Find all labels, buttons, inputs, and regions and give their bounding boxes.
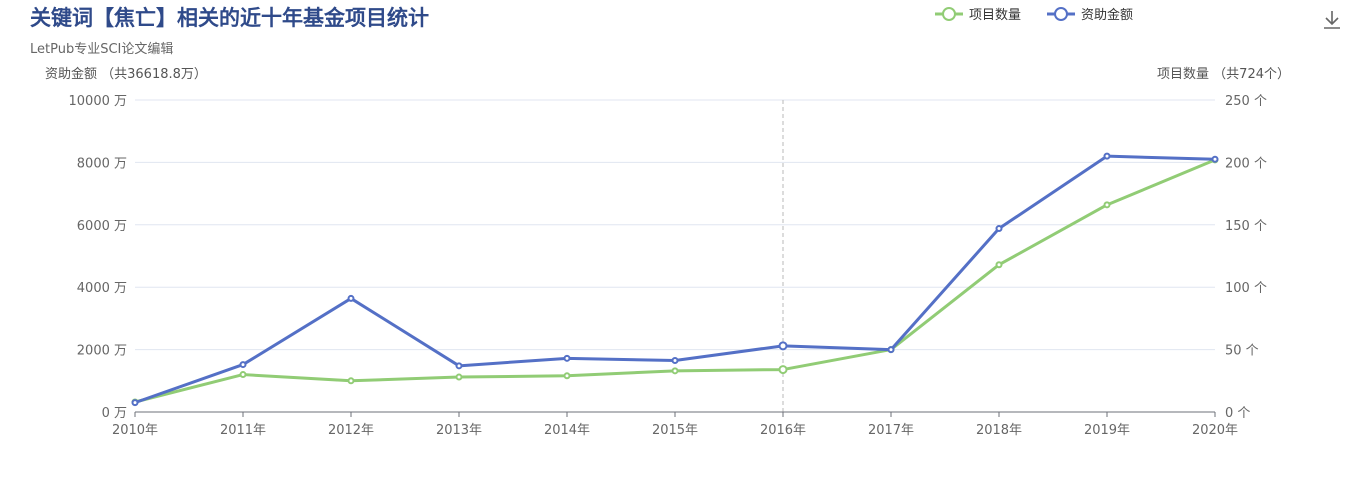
x-tick-label: 2010年 — [112, 423, 158, 438]
chart-title: 关键词【焦亡】相关的近十年基金项目统计 — [30, 6, 429, 30]
data-point — [239, 371, 247, 379]
y-left-axis-label: 资助金额 （共36618.8万） — [45, 66, 207, 82]
y-right-axis-label: 项目数量 （共724个） — [1157, 67, 1290, 82]
legend-marker — [942, 7, 956, 21]
x-tick-label: 2016年 — [760, 423, 806, 438]
x-tick-label: 2019年 — [1084, 423, 1130, 438]
y-left-tick-label: 6000 万 — [77, 219, 127, 234]
legend-item-label: 项目数量 — [969, 8, 1021, 23]
x-tick-label: 2017年 — [868, 423, 914, 438]
data-point — [347, 377, 355, 385]
y-right-tick-label: 100 个 — [1225, 281, 1267, 296]
data-point — [239, 361, 247, 369]
download-icon[interactable] — [1320, 8, 1344, 32]
y-right-tick-label: 200 个 — [1225, 156, 1267, 171]
data-point — [671, 357, 679, 365]
x-tick-label: 2013年 — [436, 423, 482, 438]
x-tick-label: 2018年 — [976, 423, 1022, 438]
x-tick-label: 2014年 — [544, 423, 590, 438]
y-left-tick-label: 2000 万 — [77, 344, 127, 359]
y-right-tick-label: 250 个 — [1225, 94, 1267, 109]
series-line-project-count — [134, 158, 1216, 404]
data-point — [995, 225, 1003, 233]
y-left-tick-label: 4000 万 — [77, 281, 127, 296]
data-point — [887, 346, 895, 354]
y-right-tick-label: 50 个 — [1225, 344, 1259, 359]
y-left-tick-label: 8000 万 — [77, 156, 127, 171]
y-right-tick-label: 0 个 — [1225, 406, 1250, 421]
legend-marker — [1054, 7, 1068, 21]
y-left-tick-label: 10000 万 — [69, 94, 128, 109]
data-point — [347, 294, 355, 302]
y-right-tick-label: 150 个 — [1225, 219, 1267, 234]
legend-item-label: 资助金额 — [1081, 7, 1133, 23]
data-point — [563, 372, 571, 380]
data-point — [1103, 152, 1111, 160]
chart-subtitle: LetPub专业SCI论文编辑 — [30, 42, 174, 57]
data-point — [1211, 155, 1219, 163]
series-line-funding-amount — [134, 154, 1216, 405]
data-point — [778, 341, 788, 351]
data-point — [995, 261, 1003, 269]
x-tick-label: 2011年 — [220, 423, 266, 438]
data-point — [671, 367, 679, 375]
data-point — [131, 399, 139, 407]
data-point — [455, 373, 463, 381]
x-tick-label: 2020年 — [1192, 423, 1238, 438]
data-point — [455, 362, 463, 370]
data-point — [1103, 201, 1111, 209]
data-point — [778, 365, 788, 375]
data-point — [563, 354, 571, 362]
y-left-tick-label: 0 万 — [102, 406, 127, 421]
x-tick-label: 2015年 — [652, 423, 698, 438]
x-tick-label: 2012年 — [328, 423, 374, 438]
